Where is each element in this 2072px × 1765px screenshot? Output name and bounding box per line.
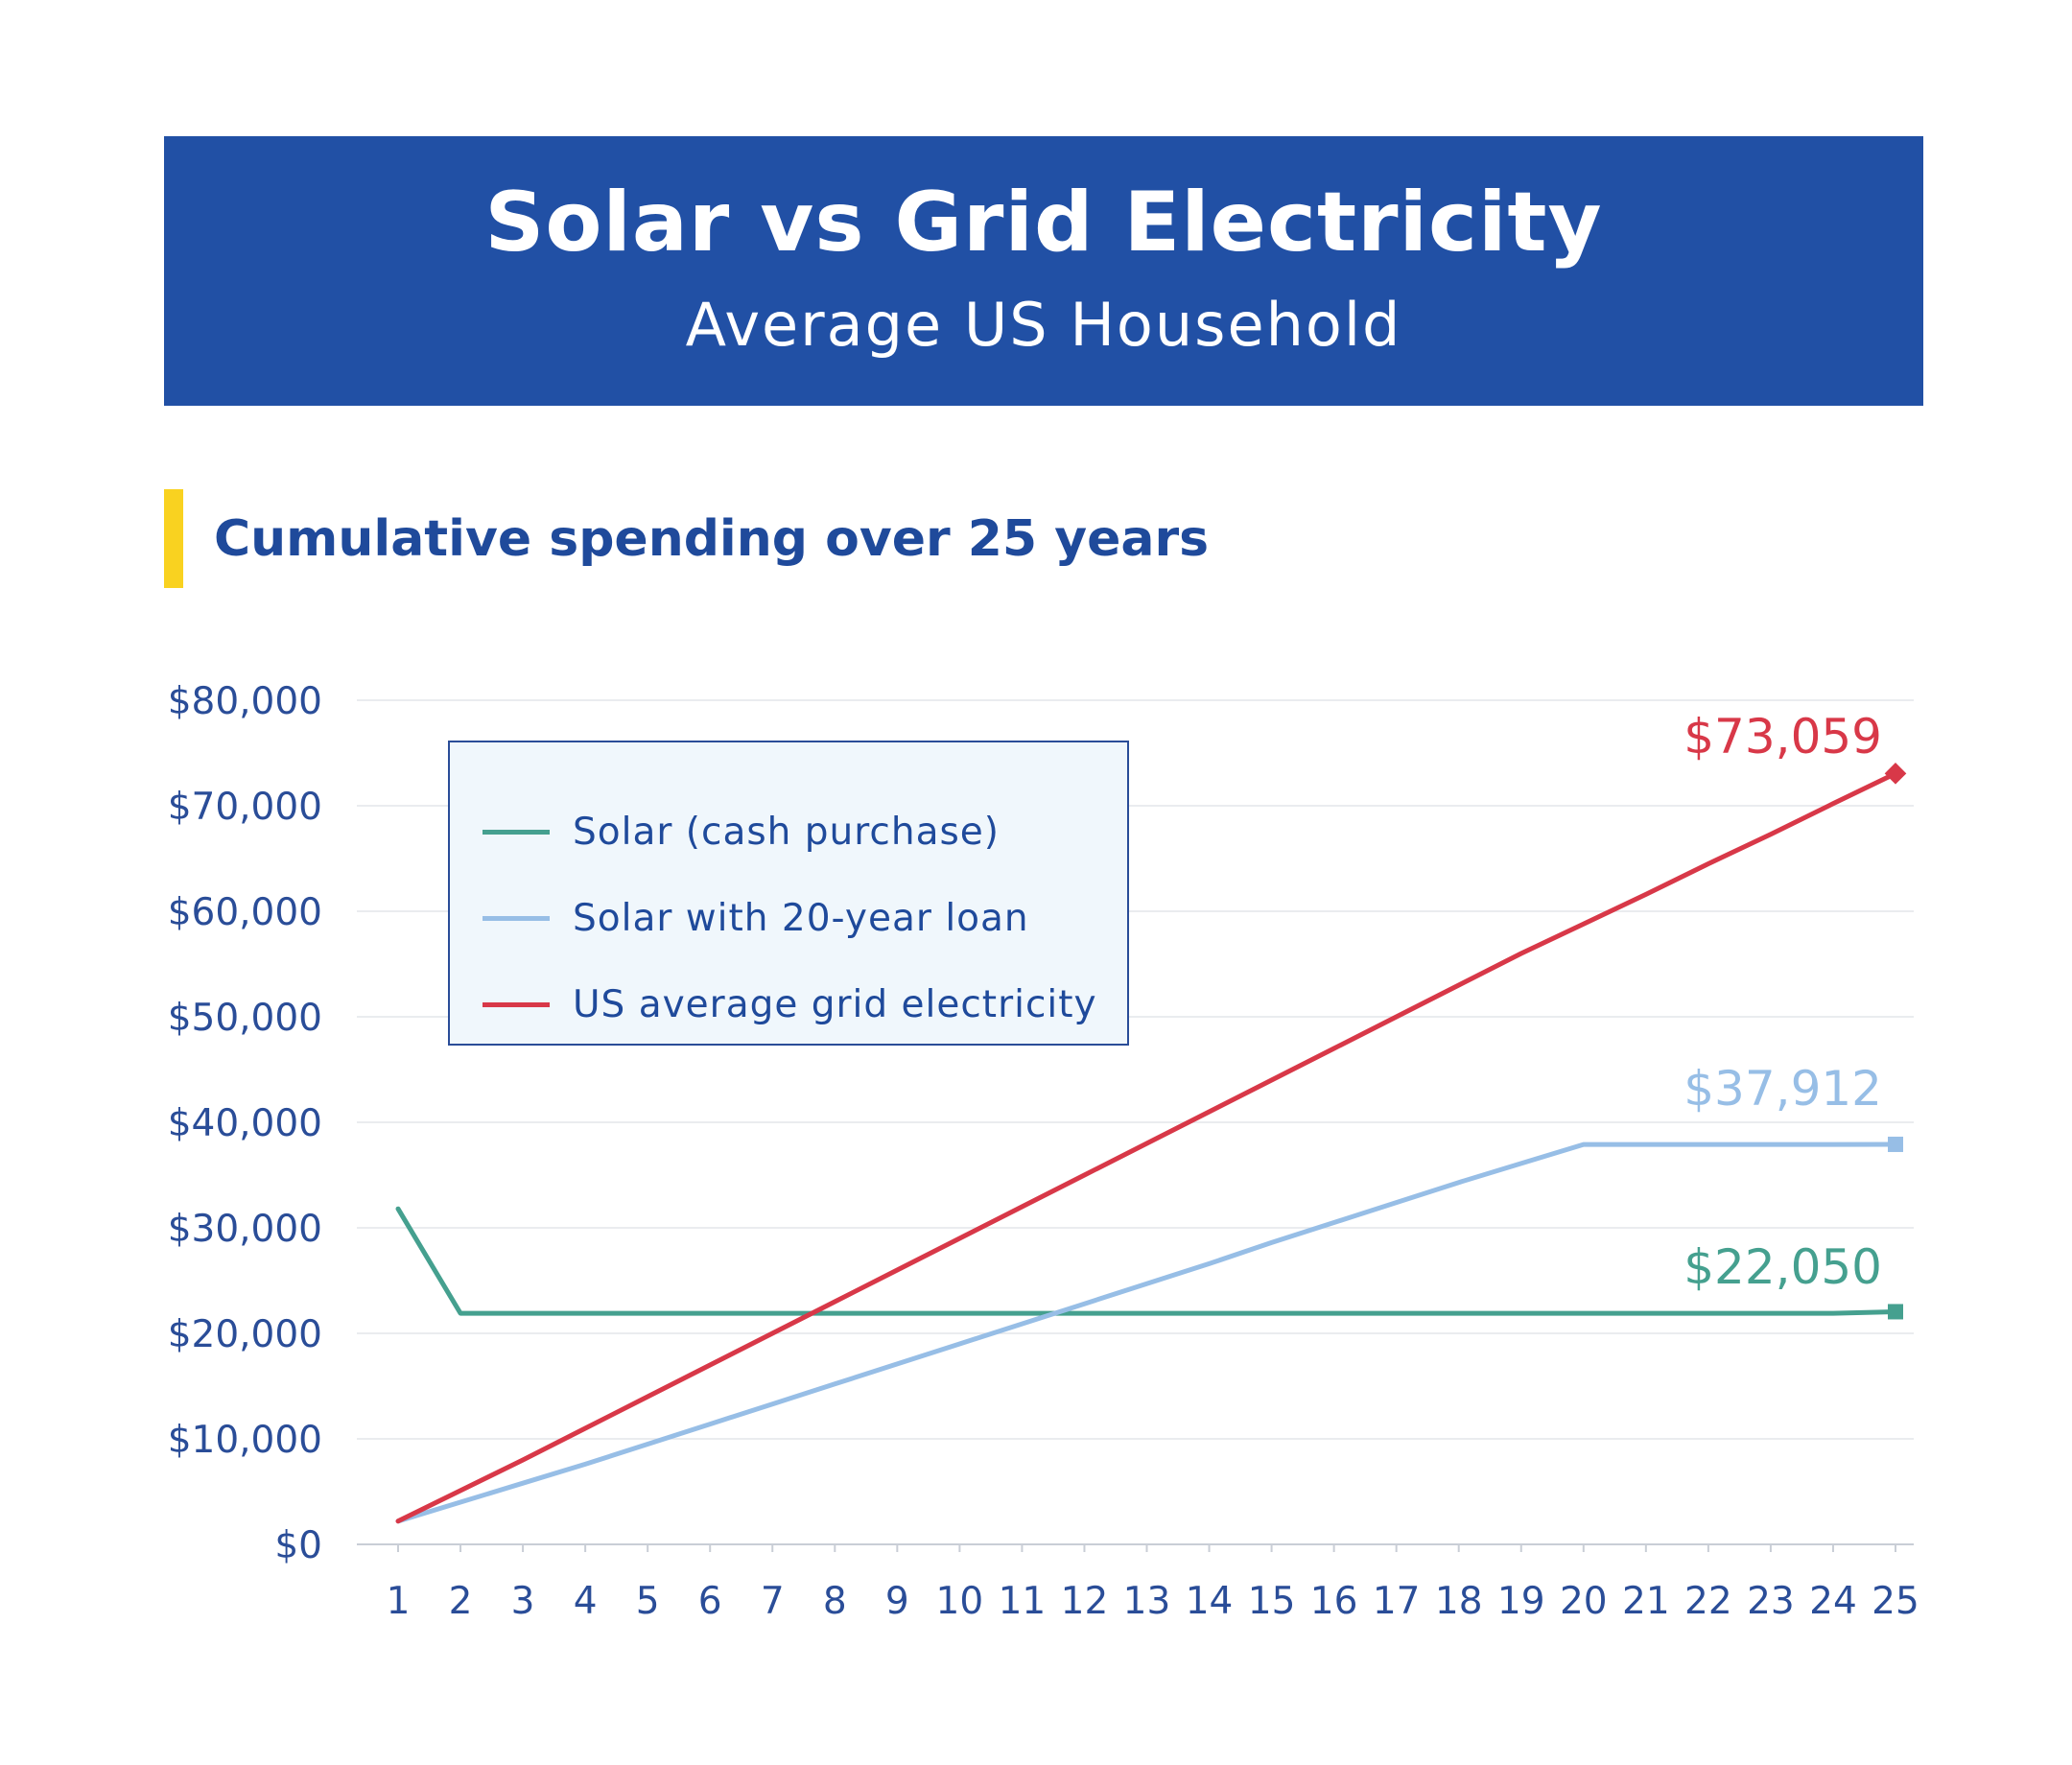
- x-tick-label: 16: [1310, 1580, 1358, 1623]
- legend-item-solar-loan: Solar with 20-year loan: [483, 889, 1029, 947]
- x-tick-label: 11: [999, 1580, 1047, 1623]
- legend-item-grid: US average grid electricity: [483, 976, 1097, 1033]
- legend-label: Solar (cash purchase): [573, 811, 1000, 854]
- x-tick-label: 4: [574, 1580, 598, 1623]
- legend-swatch-solar-cash: [483, 830, 550, 835]
- x-tick-label: 15: [1248, 1580, 1296, 1623]
- x-tick-label: 9: [885, 1580, 909, 1623]
- y-tick-label: $20,000: [168, 1313, 322, 1356]
- x-tick-label: 8: [823, 1580, 847, 1623]
- x-tick-label: 14: [1186, 1580, 1234, 1623]
- y-tick-label: $10,000: [168, 1419, 322, 1462]
- x-tick-label: 22: [1684, 1580, 1732, 1623]
- x-tick-label: 1: [387, 1580, 411, 1623]
- x-tick-label: 7: [761, 1580, 785, 1623]
- legend-item-solar-cash: Solar (cash purchase): [483, 803, 1000, 860]
- x-tick-label: 12: [1061, 1580, 1109, 1623]
- x-tick-label: 10: [936, 1580, 984, 1623]
- series-line-1: [398, 1209, 1895, 1313]
- x-tick-label: 13: [1123, 1580, 1171, 1623]
- y-tick-label: $70,000: [168, 786, 322, 829]
- series-end-marker: [1888, 1304, 1903, 1319]
- y-tick-label: $0: [274, 1524, 322, 1567]
- y-tick-label: $80,000: [168, 680, 322, 723]
- y-tick-label: $40,000: [168, 1102, 322, 1145]
- x-tick-label: 5: [636, 1580, 660, 1623]
- x-tick-label: 6: [698, 1580, 722, 1623]
- y-tick-label: $60,000: [168, 891, 322, 934]
- end-value-label: $37,912: [1684, 1061, 1882, 1117]
- y-tick-label: $50,000: [168, 997, 322, 1040]
- x-tick-label: 18: [1435, 1580, 1483, 1623]
- legend-label: Solar with 20-year loan: [573, 897, 1029, 940]
- y-tick-label: $30,000: [168, 1208, 322, 1251]
- end-value-label: $73,059: [1684, 709, 1882, 765]
- legend: Solar (cash purchase) Solar with 20-year…: [448, 741, 1129, 1046]
- legend-swatch-grid: [483, 1002, 550, 1007]
- x-tick-label: 25: [1872, 1580, 1919, 1623]
- x-tick-label: 20: [1560, 1580, 1608, 1623]
- series-end-marker: [1885, 763, 1907, 785]
- legend-label: US average grid electricity: [573, 983, 1097, 1026]
- legend-swatch-solar-loan: [483, 916, 550, 921]
- x-tick-label: 21: [1622, 1580, 1670, 1623]
- x-tick-label: 17: [1373, 1580, 1421, 1623]
- x-tick-label: 3: [511, 1580, 535, 1623]
- end-value-label: $22,050: [1684, 1239, 1882, 1295]
- series-end-marker: [1888, 1137, 1903, 1152]
- x-tick-label: 2: [449, 1580, 473, 1623]
- x-tick-label: 19: [1497, 1580, 1545, 1623]
- x-axis-ticks: 1234567891011121314151617181920212223242…: [387, 1580, 1919, 1623]
- x-tick-label: 24: [1809, 1580, 1857, 1623]
- y-axis-ticks: $0 $10,000 $20,000 $30,000 $40,000 $50,000 $60…: [168, 680, 322, 1567]
- x-tick-label: 23: [1747, 1580, 1795, 1623]
